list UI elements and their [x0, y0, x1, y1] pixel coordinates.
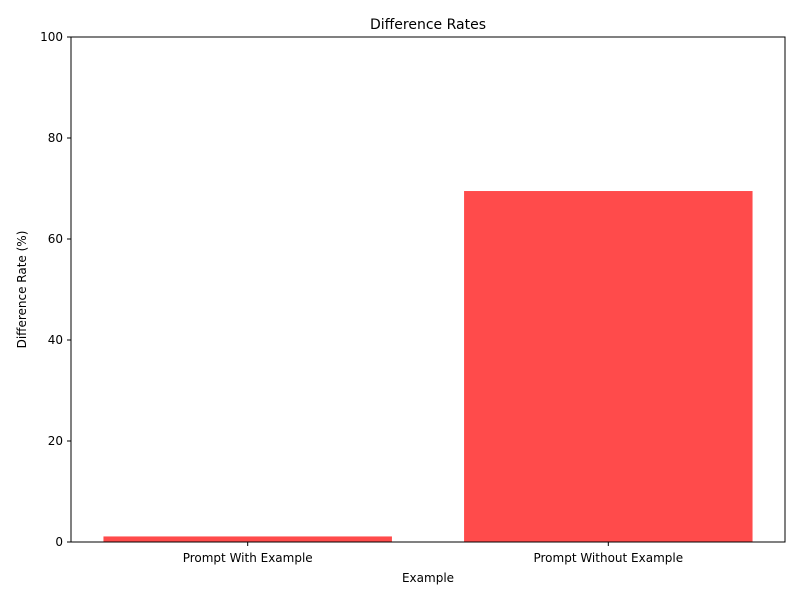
x-axis: Prompt With Example Prompt Without Exampl… — [183, 542, 683, 565]
plot-frame — [70, 36, 786, 543]
y-tick-label-0: 0 — [55, 535, 63, 549]
x-axis-label: Example — [402, 571, 454, 585]
chart-title: Difference Rates — [370, 17, 486, 33]
y-tick-label-2: 40 — [48, 333, 63, 347]
y-axis: 0 20 40 60 80 100 — [40, 30, 71, 549]
y-axis-label: Difference Rate (%) — [15, 231, 29, 349]
y-tick-label-1: 20 — [48, 434, 63, 448]
x-tick-label-0: Prompt With Example — [183, 551, 313, 565]
bar-0 — [103, 536, 392, 542]
y-tick-label-4: 80 — [48, 131, 63, 145]
bar-1 — [464, 191, 753, 542]
bars-layer — [103, 191, 753, 542]
y-tick-label-3: 60 — [48, 232, 63, 246]
x-tick-label-1: Prompt Without Example — [533, 551, 683, 565]
y-tick-label-5: 100 — [40, 30, 63, 44]
